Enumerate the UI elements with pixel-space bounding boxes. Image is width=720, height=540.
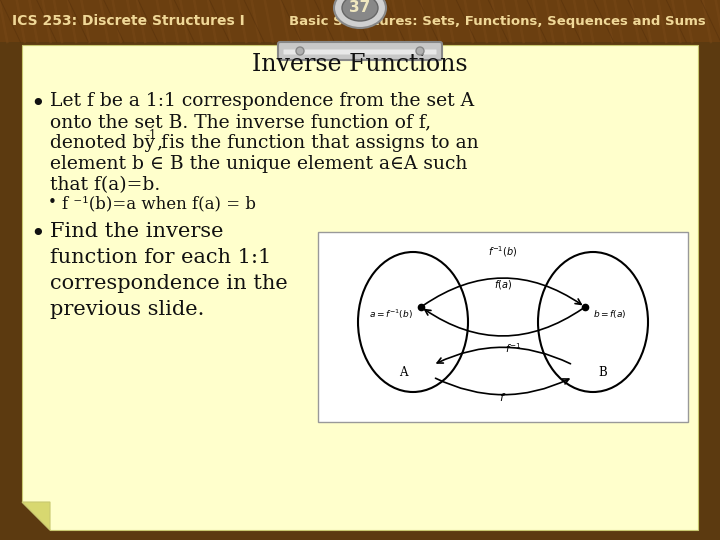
Text: that f(a)=b.: that f(a)=b. [50, 176, 161, 194]
Text: function for each 1:1: function for each 1:1 [50, 248, 271, 267]
Ellipse shape [334, 0, 386, 28]
Text: Inverse Functions: Inverse Functions [252, 53, 468, 76]
Ellipse shape [342, 0, 378, 21]
Text: element b ∈ B the unique element a∈A such: element b ∈ B the unique element a∈A suc… [50, 155, 467, 173]
Text: Let f be a 1:1 correspondence from the set A: Let f be a 1:1 correspondence from the s… [50, 92, 474, 110]
FancyBboxPatch shape [318, 232, 688, 422]
Circle shape [296, 47, 304, 55]
Text: -1: -1 [145, 129, 156, 142]
Text: $f^{-1}$: $f^{-1}$ [505, 341, 521, 355]
Text: previous slide.: previous slide. [50, 300, 204, 319]
Text: onto the set B. The inverse function of f,: onto the set B. The inverse function of … [50, 113, 431, 131]
Text: •: • [30, 222, 45, 246]
Polygon shape [22, 45, 698, 530]
Bar [0, 0, 720, 42]
Text: $f(a)$: $f(a)$ [494, 278, 512, 291]
Text: f ⁻¹(b)=a when f(a) = b: f ⁻¹(b)=a when f(a) = b [62, 195, 256, 212]
FancyBboxPatch shape [284, 50, 436, 55]
Text: ICS 253: Discrete Structures I: ICS 253: Discrete Structures I [12, 14, 245, 28]
Polygon shape [22, 502, 50, 530]
Text: $f^{-1}(b)$: $f^{-1}(b)$ [488, 244, 518, 259]
Text: correspondence in the: correspondence in the [50, 274, 288, 293]
Text: 37: 37 [349, 1, 371, 16]
Text: $a=f^{-1}(b)$: $a=f^{-1}(b)$ [369, 308, 413, 321]
Text: $f$: $f$ [500, 391, 507, 403]
Text: $b=f(a)$: $b=f(a)$ [593, 308, 626, 320]
Text: B: B [598, 366, 608, 379]
Text: , is the function that assigns to an: , is the function that assigns to an [157, 134, 479, 152]
Text: denoted by f: denoted by f [50, 134, 168, 152]
Text: •: • [48, 195, 57, 210]
Text: A: A [399, 366, 408, 379]
Text: •: • [30, 92, 45, 116]
Text: Basic Structures: Sets, Functions, Sequences and Sums: Basic Structures: Sets, Functions, Seque… [289, 15, 706, 28]
FancyBboxPatch shape [278, 42, 442, 60]
Circle shape [416, 47, 424, 55]
Text: Find the inverse: Find the inverse [50, 222, 223, 241]
